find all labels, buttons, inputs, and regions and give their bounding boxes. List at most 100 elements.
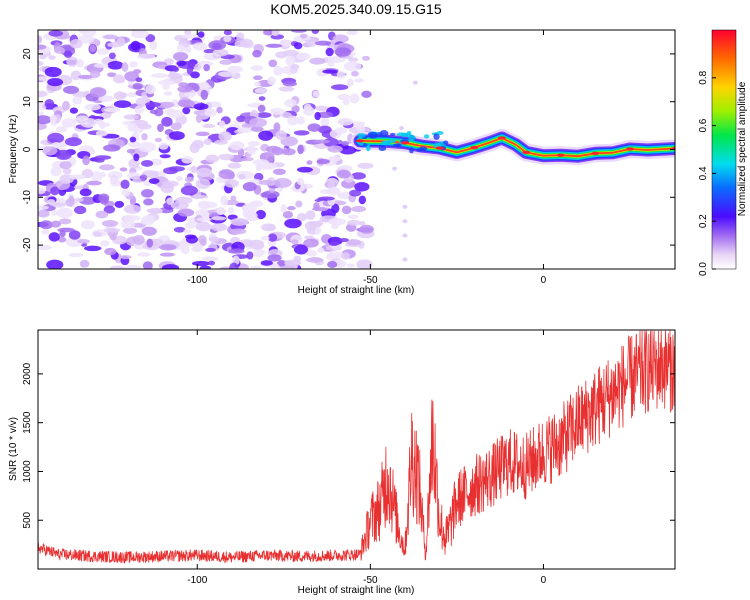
y-tick-label: -20 bbox=[22, 237, 33, 252]
heatmap-cell bbox=[327, 186, 341, 196]
heatmap-cell bbox=[38, 244, 52, 251]
heatmap-cell bbox=[98, 95, 114, 102]
heatmap-cell bbox=[334, 47, 352, 57]
heatmap-cell bbox=[255, 163, 262, 172]
heatmap-cell bbox=[140, 174, 148, 182]
heatmap-cell bbox=[124, 264, 142, 269]
heatmap-cell bbox=[93, 63, 109, 68]
heatmap-cell bbox=[180, 185, 198, 196]
heatmap-cell bbox=[346, 78, 354, 87]
heatmap-cell bbox=[137, 53, 156, 60]
heatmap-cell bbox=[311, 30, 319, 34]
heatmap-cell bbox=[202, 123, 216, 129]
y-tick-label: 1500 bbox=[22, 411, 33, 434]
heatmap-cell bbox=[114, 200, 125, 208]
heatmap-cell bbox=[183, 229, 192, 234]
heatmap-cell bbox=[172, 51, 189, 62]
heatmap-cell bbox=[126, 92, 137, 98]
heatmap-cell bbox=[49, 202, 66, 207]
heatmap-cell bbox=[325, 47, 334, 57]
heatmap-cell bbox=[357, 162, 374, 169]
heatmap-cell bbox=[94, 155, 112, 160]
heatmap-cell bbox=[95, 130, 108, 137]
heatmap-cell bbox=[172, 66, 179, 72]
heatmap-cell bbox=[291, 239, 299, 245]
x-tick-label: 0 bbox=[541, 275, 547, 286]
heatmap-cell bbox=[409, 147, 414, 154]
heatmap-cell bbox=[331, 84, 349, 91]
snr-frame bbox=[37, 329, 676, 570]
heatmap-cell bbox=[218, 71, 236, 78]
heatmap-cell bbox=[402, 257, 408, 262]
heatmap-cell bbox=[137, 252, 151, 257]
heatmap-cell bbox=[336, 70, 346, 79]
heatmap-cell bbox=[49, 114, 57, 123]
heatmap-cell bbox=[261, 223, 276, 232]
heatmap-cell bbox=[82, 155, 91, 166]
heatmap-cell bbox=[141, 226, 157, 236]
heatmap-cell bbox=[163, 91, 173, 96]
heatmap-cell bbox=[317, 125, 332, 134]
heatmap-cell bbox=[137, 141, 156, 153]
heatmap-cell bbox=[246, 144, 257, 155]
heatmap-cell bbox=[392, 166, 398, 171]
heatmap-cell bbox=[260, 235, 270, 241]
heatmap-cell bbox=[109, 233, 117, 241]
colorbar-gradient bbox=[711, 29, 737, 270]
heatmap-hotspot bbox=[470, 145, 479, 150]
heatmap-cell bbox=[381, 140, 390, 146]
heatmap-cell bbox=[54, 46, 65, 54]
heatmap-cell bbox=[150, 73, 169, 79]
heatmap-cell bbox=[347, 57, 359, 62]
heatmap-cell bbox=[110, 265, 125, 269]
heatmap-hotspot bbox=[591, 151, 600, 155]
heatmap-cell bbox=[101, 220, 119, 227]
heatmap-cell bbox=[356, 259, 373, 269]
heatmap-cell bbox=[63, 50, 73, 58]
heatmap-cell bbox=[317, 196, 335, 201]
heatmap-cell bbox=[315, 226, 322, 235]
heatmap-cell bbox=[38, 122, 47, 131]
heatmap-cell bbox=[132, 83, 143, 90]
heatmap-cell bbox=[141, 188, 154, 198]
heatmap-cell bbox=[103, 205, 116, 214]
heatmap-cell bbox=[273, 65, 283, 76]
heatmap-cell bbox=[195, 178, 211, 189]
heatmap-cell bbox=[329, 129, 342, 139]
heatmap-cell bbox=[211, 216, 227, 221]
heatmap-cell bbox=[362, 55, 371, 61]
heatmap-cell bbox=[62, 168, 72, 175]
heatmap-cell bbox=[205, 154, 219, 163]
heatmap-cell bbox=[299, 183, 314, 189]
heatmap-cell bbox=[38, 90, 48, 98]
heatmap-cell bbox=[350, 172, 366, 180]
x-tick-label: -50 bbox=[363, 575, 378, 586]
heatmap-cell bbox=[103, 228, 121, 233]
heatmap-cell bbox=[142, 261, 153, 269]
heatmap-cell bbox=[242, 182, 257, 192]
colorbar: 0.0 0.2 0.4 0.6 0.8 Normalized spectral ampl… bbox=[698, 29, 748, 276]
heatmap-cell bbox=[168, 131, 185, 141]
heatmap-cell bbox=[103, 144, 121, 152]
heatmap-cell bbox=[195, 114, 203, 124]
heatmap-cell bbox=[78, 196, 97, 205]
heatmap-cell bbox=[284, 218, 302, 229]
colorbar-tick-label: 0.2 bbox=[698, 214, 709, 228]
heatmap-cell bbox=[148, 207, 163, 215]
heatmap-cell bbox=[135, 77, 143, 82]
heatmap-cell bbox=[315, 105, 329, 112]
heatmap-cell bbox=[199, 201, 218, 209]
heatmap-hotspot bbox=[556, 153, 565, 157]
heatmap-cell bbox=[257, 104, 266, 113]
colorbar-tick-label: 0.0 bbox=[698, 262, 709, 276]
heatmap-cell bbox=[170, 122, 182, 131]
heatmap-cell bbox=[262, 30, 271, 36]
heatmap-cell bbox=[124, 71, 140, 82]
heatmap-cell bbox=[62, 85, 80, 94]
heatmap-cell bbox=[277, 260, 286, 267]
heatmap-cell bbox=[56, 207, 73, 219]
heatmap-cell bbox=[200, 89, 209, 100]
heatmap-hotspot bbox=[400, 141, 409, 145]
heatmap-cell bbox=[201, 256, 219, 262]
heatmap-cell bbox=[342, 98, 350, 106]
